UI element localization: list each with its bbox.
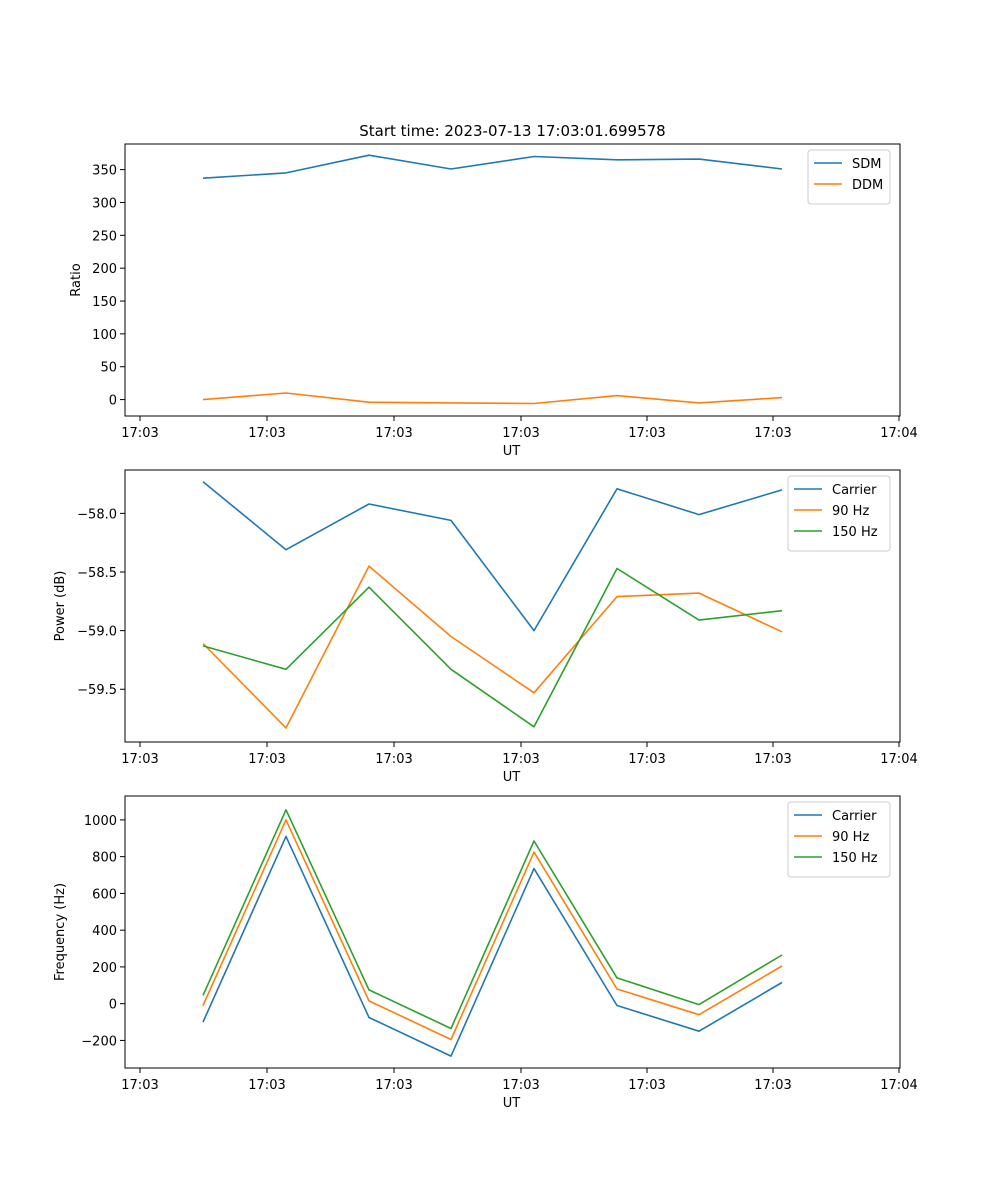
x-tick-label: 17:03	[502, 752, 539, 767]
legend-label: 150 Hz	[832, 525, 878, 540]
legend-label: SDM	[852, 157, 881, 172]
y-tick-label: −58.5	[77, 566, 117, 581]
series-line-150-hz	[202, 567, 783, 728]
x-tick-label: 17:03	[248, 752, 285, 767]
legend-label: 150 Hz	[832, 851, 878, 866]
series-line-90-hz	[202, 565, 783, 729]
chart-title: Start time: 2023-07-13 17:03:01.699578	[359, 122, 665, 140]
y-tick-label: 400	[92, 924, 117, 939]
y-axis-label: Frequency (Hz)	[53, 883, 68, 981]
series-line-sdm	[202, 154, 783, 179]
x-tick-label: 17:03	[375, 1078, 412, 1093]
x-tick-label: 17:04	[880, 1078, 917, 1093]
y-tick-label: 0	[109, 394, 117, 409]
x-tick-label: 17:04	[880, 752, 917, 767]
x-tick-label: 17:03	[628, 1078, 665, 1093]
x-tick-label: 17:03	[628, 426, 665, 441]
y-tick-label: 1000	[84, 814, 117, 829]
series-line-150-hz	[202, 808, 783, 1030]
x-axis-label: UT	[503, 444, 521, 459]
x-tick-label: 17:03	[121, 426, 158, 441]
plot-frame-3	[124, 795, 901, 1069]
series-line-90-hz	[202, 819, 783, 1041]
x-tick-label: 17:03	[248, 1078, 285, 1093]
y-tick-label: 150	[92, 295, 117, 310]
x-tick-label: 17:03	[375, 426, 412, 441]
y-tick-label: 800	[92, 851, 117, 866]
legend-box	[787, 801, 891, 878]
y-axis-label: Ratio	[69, 263, 84, 296]
x-tick-label: 17:03	[121, 752, 158, 767]
x-tick-label: 17:03	[375, 752, 412, 767]
y-tick-label: 100	[92, 328, 117, 343]
series-line-ddm	[202, 392, 783, 405]
x-tick-label: 17:03	[754, 426, 791, 441]
x-tick-label: 17:03	[628, 752, 665, 767]
legend-label: Carrier	[832, 483, 877, 498]
legend-label: 90 Hz	[832, 504, 869, 519]
y-tick-label: 200	[92, 961, 117, 976]
y-tick-label: 350	[92, 164, 117, 179]
y-tick-label: 600	[92, 887, 117, 902]
y-tick-label: −59.5	[77, 683, 117, 698]
x-tick-label: 17:03	[754, 752, 791, 767]
legend-label: DDM	[852, 178, 883, 193]
plot-frame-2	[124, 469, 901, 743]
y-tick-label: 300	[92, 196, 117, 211]
series-line-carrier	[202, 835, 783, 1057]
series-line-carrier	[202, 481, 783, 632]
y-tick-label: 0	[109, 998, 117, 1013]
x-axis-label: UT	[503, 770, 521, 785]
y-tick-label: −200	[81, 1034, 117, 1049]
x-tick-label: 17:03	[502, 426, 539, 441]
x-tick-label: 17:03	[248, 426, 285, 441]
y-tick-label: 250	[92, 229, 117, 244]
y-tick-label: −59.0	[77, 625, 117, 640]
legend-label: Carrier	[832, 809, 877, 824]
legend-label: 90 Hz	[832, 830, 869, 845]
x-axis-label: UT	[503, 1096, 521, 1111]
x-tick-label: 17:03	[754, 1078, 791, 1093]
y-axis-label: Power (dB)	[53, 571, 68, 642]
y-tick-label: 50	[100, 361, 117, 376]
x-tick-label: 17:03	[121, 1078, 158, 1093]
x-tick-label: 17:04	[880, 426, 917, 441]
y-tick-label: 200	[92, 262, 117, 277]
y-tick-label: −58.0	[77, 507, 117, 522]
plot-frame-1	[124, 143, 901, 417]
x-tick-label: 17:03	[502, 1078, 539, 1093]
legend-box	[787, 475, 891, 552]
